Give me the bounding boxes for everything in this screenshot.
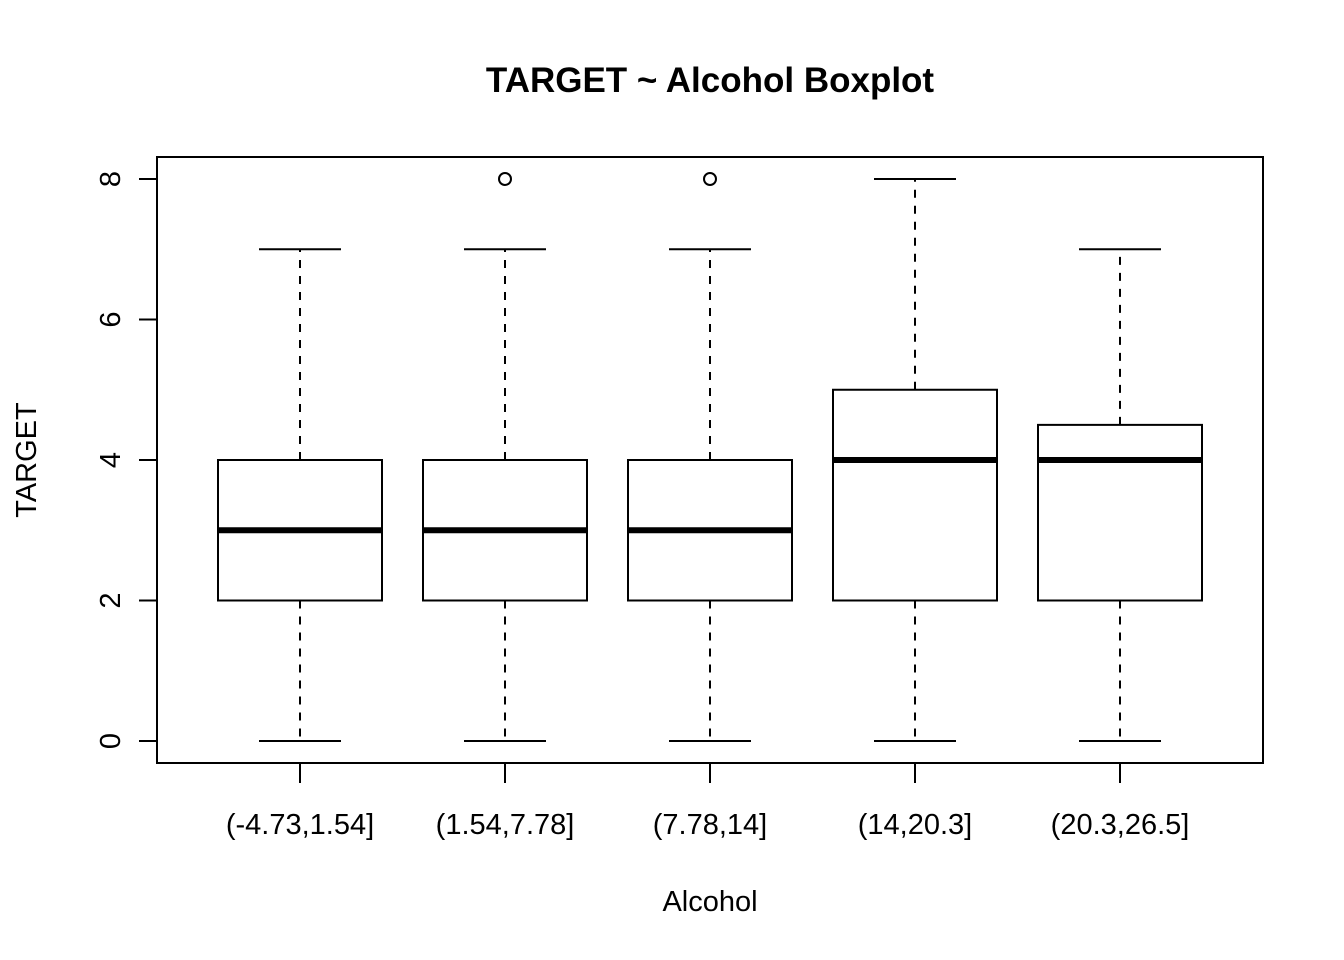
y-tick-label: 0	[95, 733, 127, 749]
x-tick-label: (7.78,14]	[653, 809, 767, 841]
y-tick-label: 2	[95, 592, 127, 608]
outlier-point	[498, 172, 512, 186]
x-tick-label: (-4.73,1.54]	[226, 809, 374, 841]
box-3	[627, 172, 793, 742]
y-tick-label: 4	[95, 452, 127, 468]
y-tick-label: 8	[95, 171, 127, 187]
y-axis: 0 2 4 6 8	[95, 171, 158, 749]
box-2	[422, 172, 588, 742]
outlier-point	[703, 172, 717, 186]
x-axis: (-4.73,1.54] (1.54,7.78] (7.78,14] (14,20.3…	[226, 762, 1190, 841]
y-tick-label: 6	[95, 311, 127, 327]
box-5	[1037, 248, 1203, 742]
iqr-box	[1037, 423, 1203, 602]
box-4	[832, 178, 998, 742]
iqr-box	[832, 388, 998, 602]
x-tick-label: (14,20.3]	[858, 809, 972, 841]
chart-title: TARGET ~ Alcohol Boxplot	[486, 61, 935, 100]
y-axis-label: TARGET	[11, 402, 43, 518]
box-1	[217, 248, 383, 742]
x-tick-label: (1.54,7.78]	[436, 809, 575, 841]
boxes-group	[217, 172, 1203, 742]
x-tick-label: (20.3,26.5]	[1051, 809, 1190, 841]
x-axis-label: Alcohol	[662, 886, 757, 918]
